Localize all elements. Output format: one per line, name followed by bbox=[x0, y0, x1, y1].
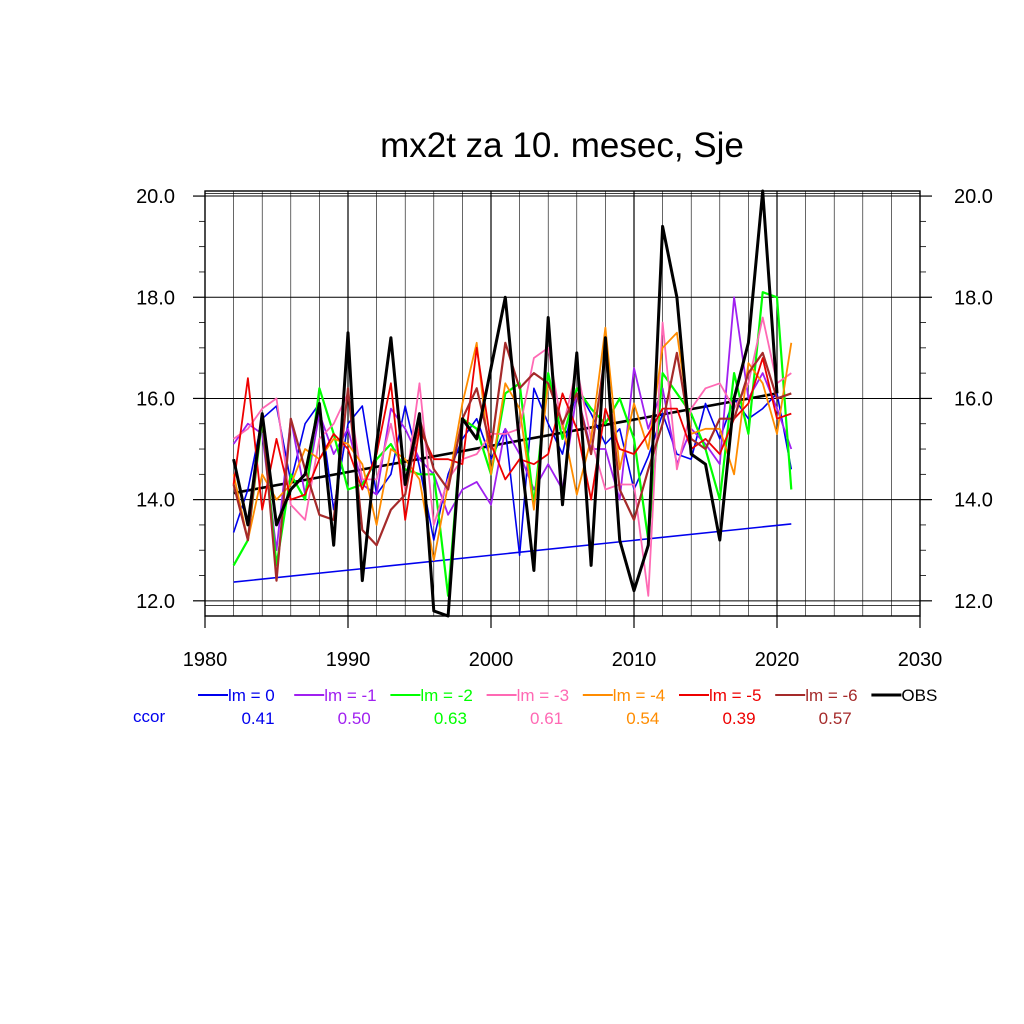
legend-label: lm = -1 bbox=[324, 686, 376, 705]
series-line-lm-3 bbox=[233, 316, 792, 597]
legend-label: lm = 0 bbox=[228, 686, 275, 705]
series-line-lm-1 bbox=[232, 296, 793, 552]
legend-label: lm = -3 bbox=[517, 686, 569, 705]
legend-ccor-value: 0.39 bbox=[722, 709, 755, 728]
axes: 12.0 12.0 14.0 14.0 16.0 16.0 18.0 18.0 20.0 20.0… bbox=[136, 186, 993, 671]
y-tick-label-right: 16.0 bbox=[954, 388, 993, 410]
y-tick-label-left: 18.0 bbox=[136, 287, 175, 309]
legend-ccor-value: 0.54 bbox=[626, 709, 659, 728]
legend-ccor-value: 0.57 bbox=[819, 709, 852, 728]
chart-title: mx2t za 10. mesec, Sje bbox=[380, 126, 744, 165]
legend-ccor-value: 0.50 bbox=[338, 709, 371, 728]
plot-frame bbox=[204, 190, 921, 617]
legend-label: lm = -5 bbox=[709, 686, 761, 705]
legend-ccor-value: 0.41 bbox=[241, 709, 274, 728]
grid bbox=[205, 191, 920, 616]
legend-ccor-value: 0.63 bbox=[434, 709, 467, 728]
legend-label: lm = -4 bbox=[613, 686, 665, 705]
y-tick-label-right: 18.0 bbox=[954, 287, 993, 309]
y-tick-label-left: 12.0 bbox=[136, 591, 175, 613]
trend-line-lm-0 bbox=[233, 523, 792, 583]
x-tick-label: 1990 bbox=[326, 649, 371, 671]
y-tick-label-right: 14.0 bbox=[954, 490, 993, 512]
legend-label: OBS bbox=[901, 686, 937, 705]
y-tick-label-right: 12.0 bbox=[954, 591, 993, 613]
x-tick-label: 2020 bbox=[755, 649, 800, 671]
x-tick-label: 2030 bbox=[898, 649, 943, 671]
y-tick-label-left: 14.0 bbox=[136, 490, 175, 512]
legend-ccor-value: 0.61 bbox=[530, 709, 563, 728]
legend: ccor lm = 0 0.41 lm = -1 0.50 lm = -2 0.63 lm =… bbox=[133, 686, 937, 728]
x-tick-label: 2010 bbox=[612, 649, 657, 671]
y-tick-label-left: 16.0 bbox=[136, 388, 175, 410]
series-line-obs bbox=[232, 189, 779, 618]
y-tick-label-right: 20.0 bbox=[954, 186, 993, 208]
y-tick-label-left: 20.0 bbox=[136, 186, 175, 208]
x-tick-label: 2000 bbox=[469, 649, 514, 671]
legend-label: lm = -6 bbox=[805, 686, 857, 705]
series-line-lm-4 bbox=[232, 326, 793, 562]
legend-label: lm = -2 bbox=[420, 686, 472, 705]
series-lines bbox=[232, 189, 793, 618]
ccor-label: ccor bbox=[133, 707, 165, 726]
x-tick-label: 1980 bbox=[183, 649, 228, 671]
